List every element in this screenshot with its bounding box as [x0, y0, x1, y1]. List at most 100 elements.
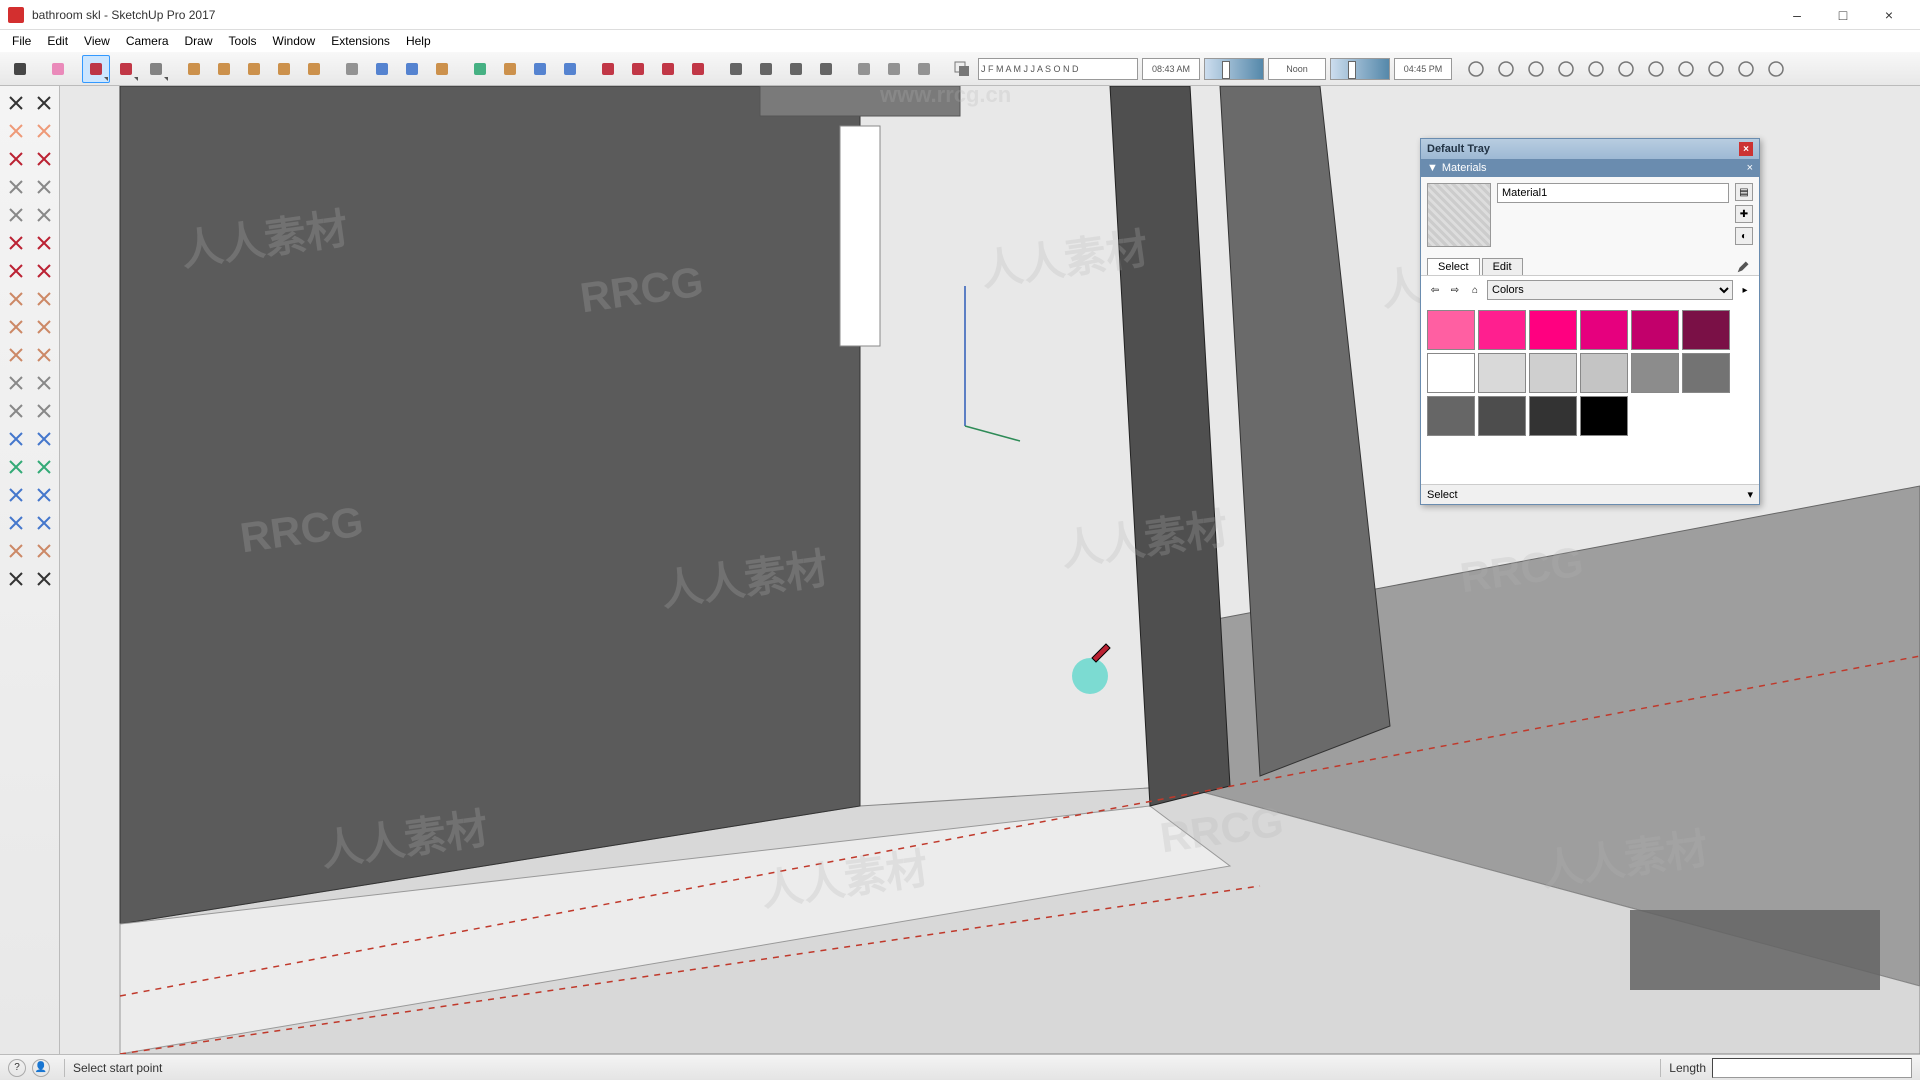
swatch-8[interactable]: [1529, 353, 1577, 393]
line-button[interactable]: [82, 55, 110, 83]
create-material-icon[interactable]: ✚: [1735, 205, 1753, 223]
pie-tool[interactable]: [31, 258, 57, 284]
tray-close-icon[interactable]: ×: [1739, 142, 1753, 156]
menu-draw[interactable]: Draw: [177, 32, 221, 50]
materials-header[interactable]: ▼ Materials ×: [1421, 159, 1759, 177]
paint-button[interactable]: [428, 55, 456, 83]
default-material-icon[interactable]: ◐: [1735, 227, 1753, 245]
followme-tool[interactable]: [31, 314, 57, 340]
swatch-6[interactable]: [1427, 353, 1475, 393]
time-slider[interactable]: [1204, 58, 1264, 80]
section-2-button[interactable]: [880, 55, 908, 83]
style-7-button[interactable]: [1642, 55, 1670, 83]
swatch-2[interactable]: [1529, 310, 1577, 350]
menu-file[interactable]: File: [4, 32, 39, 50]
menu-window[interactable]: Window: [265, 32, 324, 50]
2pt-arc-tool[interactable]: [31, 230, 57, 256]
menu-edit[interactable]: Edit: [39, 32, 76, 50]
walk-tool[interactable]: [3, 566, 29, 592]
help-icon[interactable]: ?: [8, 1059, 26, 1077]
menu-extensions[interactable]: Extensions: [323, 32, 398, 50]
eyedropper-icon[interactable]: [1735, 257, 1753, 275]
look-around-tool[interactable]: [31, 538, 57, 564]
move-tool[interactable]: [3, 286, 29, 312]
warehouse-3-button[interactable]: [654, 55, 682, 83]
length-input[interactable]: [1712, 1058, 1912, 1078]
style-10-button[interactable]: [1732, 55, 1760, 83]
zoom-extents-button[interactable]: [556, 55, 584, 83]
zoom-extents-tool[interactable]: [3, 510, 29, 536]
warehouse-2-button[interactable]: [624, 55, 652, 83]
swatch-14[interactable]: [1529, 396, 1577, 436]
menu-tools[interactable]: Tools: [221, 32, 265, 50]
style-3-button[interactable]: [1522, 55, 1550, 83]
swatch-0[interactable]: [1427, 310, 1475, 350]
eraser-button[interactable]: [44, 55, 72, 83]
section-3-button[interactable]: [910, 55, 938, 83]
3dtext-tool[interactable]: [31, 426, 57, 452]
tape-button[interactable]: [338, 55, 366, 83]
swatch-7[interactable]: [1478, 353, 1526, 393]
text-tool[interactable]: [31, 398, 57, 424]
menu-camera[interactable]: Camera: [118, 32, 177, 50]
arc-button[interactable]: [112, 55, 140, 83]
material-name-input[interactable]: [1497, 183, 1729, 203]
pan-button[interactable]: [496, 55, 524, 83]
warehouse-4-button[interactable]: [684, 55, 712, 83]
rectangle-button[interactable]: [142, 55, 170, 83]
style-11-button[interactable]: [1762, 55, 1790, 83]
previous-tool[interactable]: [31, 510, 57, 536]
style-2-button[interactable]: [1492, 55, 1520, 83]
section-plane-tool[interactable]: [31, 566, 57, 592]
style-6-button[interactable]: [1612, 55, 1640, 83]
shadow-toggle-icon[interactable]: [948, 55, 976, 83]
menu-view[interactable]: View: [76, 32, 118, 50]
section-1-button[interactable]: [850, 55, 878, 83]
offset-button[interactable]: [210, 55, 238, 83]
swatch-13[interactable]: [1478, 396, 1526, 436]
style-5-button[interactable]: [1582, 55, 1610, 83]
materials-close-icon[interactable]: ×: [1747, 162, 1753, 174]
swatch-4[interactable]: [1631, 310, 1679, 350]
library-select[interactable]: Colors: [1487, 280, 1733, 300]
tape-tool[interactable]: [3, 370, 29, 396]
zoom-tool[interactable]: [3, 482, 29, 508]
material-preview-swatch[interactable]: [1427, 183, 1491, 247]
style-8-button[interactable]: [1672, 55, 1700, 83]
line-tool[interactable]: [3, 146, 29, 172]
dimension-button[interactable]: [398, 55, 426, 83]
swatch-15[interactable]: [1580, 396, 1628, 436]
eraser-tool[interactable]: [3, 118, 29, 144]
zoom-window-tool[interactable]: [31, 482, 57, 508]
default-tray[interactable]: Default Tray × ▼ Materials × ▤ ✚ ◐ Selec…: [1420, 138, 1760, 505]
style-9-button[interactable]: [1702, 55, 1730, 83]
scale-tool[interactable]: [3, 342, 29, 368]
pushpull-tool[interactable]: [31, 286, 57, 312]
vr-2-button[interactable]: [752, 55, 780, 83]
pan-tool[interactable]: [31, 454, 57, 480]
nav-fwd-icon[interactable]: ⇨: [1447, 282, 1463, 298]
paint-bucket-tool[interactable]: [31, 118, 57, 144]
close-button[interactable]: ×: [1866, 0, 1912, 30]
rotate-button[interactable]: [270, 55, 298, 83]
arc-tool[interactable]: [3, 230, 29, 256]
axes-tool[interactable]: [3, 426, 29, 452]
rotate-tool[interactable]: [3, 314, 29, 340]
time-slider-2[interactable]: [1330, 58, 1390, 80]
polygon-tool[interactable]: [31, 202, 57, 228]
swatch-10[interactable]: [1631, 353, 1679, 393]
warehouse-1-button[interactable]: [594, 55, 622, 83]
rectangle-tool[interactable]: [3, 174, 29, 200]
swatch-1[interactable]: [1478, 310, 1526, 350]
pushpull-button[interactable]: [180, 55, 208, 83]
circle-tool[interactable]: [3, 202, 29, 228]
style-4-button[interactable]: [1552, 55, 1580, 83]
tab-select[interactable]: Select: [1427, 258, 1480, 275]
move-button[interactable]: [240, 55, 268, 83]
tab-edit[interactable]: Edit: [1482, 258, 1523, 275]
tray-titlebar[interactable]: Default Tray ×: [1421, 139, 1759, 159]
vr-3-button[interactable]: [782, 55, 810, 83]
orbit-tool[interactable]: [3, 454, 29, 480]
position-camera-tool[interactable]: [3, 538, 29, 564]
vr-1-button[interactable]: [722, 55, 750, 83]
